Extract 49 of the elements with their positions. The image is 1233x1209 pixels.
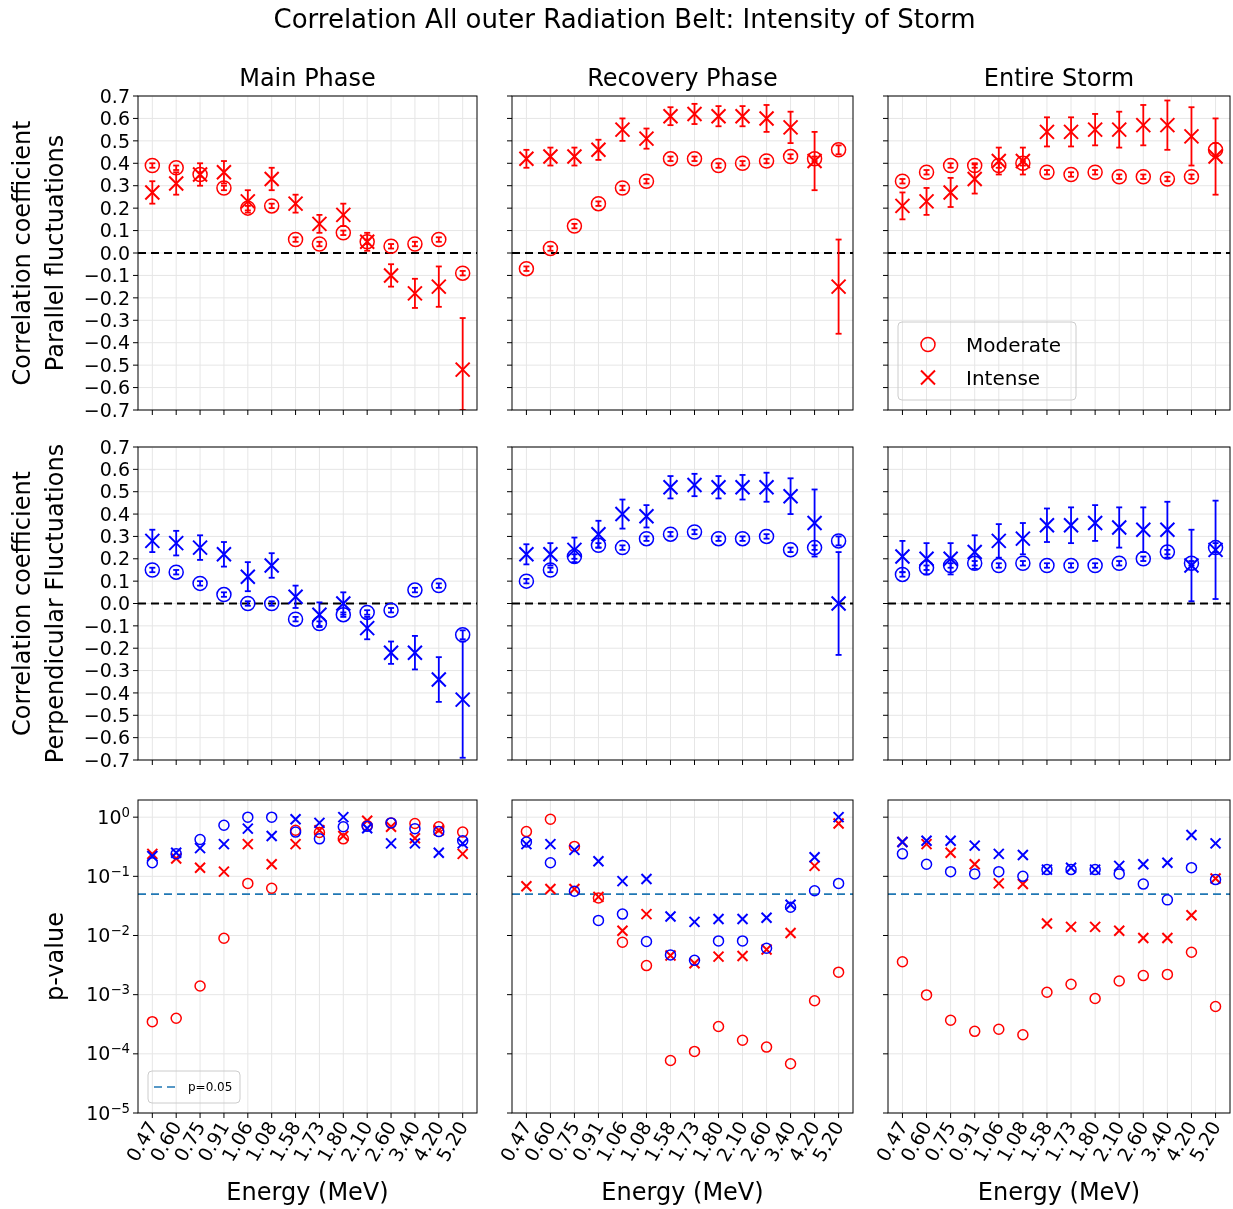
y-tick-label: −0.6 — [83, 726, 130, 749]
y-tick-label: −0.3 — [83, 659, 130, 682]
y-tick-label: 0.6 — [99, 458, 130, 481]
y-tick-label: −0.6 — [83, 376, 130, 399]
x-axis-title: Energy (MeV) — [601, 1178, 764, 1206]
legend-label: Intense — [966, 365, 1041, 390]
y-tick-label: 0.4 — [99, 151, 130, 174]
y-tick-label: 0.5 — [99, 480, 130, 503]
y-tick-label: −0.3 — [83, 308, 130, 331]
y-tick-label: −0.7 — [83, 398, 130, 421]
y-tick-label: −0.5 — [83, 353, 130, 376]
y-axis-title: p-value — [41, 912, 70, 1001]
legend-label: p=0.05 — [188, 1080, 233, 1095]
y-tick-label: 10$^{−1}$ — [86, 863, 130, 887]
legend-label: Moderate — [966, 332, 1062, 357]
y-tick-label: 10$^{−4}$ — [86, 1040, 130, 1065]
y-tick-label: 0.0 — [99, 241, 130, 264]
y-tick-label: −0.4 — [83, 681, 130, 704]
y-tick-label: −0.1 — [83, 614, 130, 637]
x-axis-title: Energy (MeV) — [977, 1178, 1141, 1206]
y-tick-label: 0.5 — [99, 129, 130, 152]
y-tick-label: 0.2 — [99, 196, 130, 219]
y-tick-label: 0.3 — [99, 174, 130, 197]
y-tick-label: 0.7 — [99, 84, 130, 107]
y-tick-label: 10$^{0}$ — [97, 804, 130, 828]
chart-title: Main Phase — [239, 64, 376, 92]
y-tick-label: −0.5 — [83, 703, 130, 726]
y-tick-label: 10$^{−3}$ — [86, 981, 130, 1006]
y-tick-label: 0.1 — [99, 219, 130, 242]
y-tick-label: 0.2 — [99, 547, 130, 570]
y-axis-title: Correlation coefficient Perpendicular Fluctuations — [8, 443, 70, 764]
y-tick-label: 0.6 — [99, 107, 130, 130]
chart-title: Entire Storm — [983, 64, 1135, 92]
y-tick-label: 0.4 — [99, 502, 130, 525]
y-tick-label: −0.1 — [83, 264, 130, 287]
y-tick-label: −0.2 — [83, 286, 130, 309]
chart-title: Recovery Phase — [587, 64, 778, 92]
y-tick-label: −0.4 — [83, 331, 130, 354]
y-tick-label: 10$^{−5}$ — [86, 1100, 130, 1124]
y-tick-label: −0.7 — [83, 748, 130, 771]
y-tick-label: 0.7 — [99, 435, 130, 458]
y-tick-label: 0.1 — [99, 569, 130, 592]
text: Correlation All outer Radiation Belt: Intensity of Storm — [273, 4, 976, 34]
y-tick-label: 0.3 — [99, 525, 130, 548]
x-axis-title: Energy (MeV) — [226, 1178, 389, 1206]
y-tick-label: 0.0 — [99, 592, 130, 615]
y-tick-label: −0.2 — [83, 636, 130, 659]
y-axis-title: Correlation coefficient Parallel fluctuations — [8, 120, 70, 386]
y-tick-label: 10$^{−2}$ — [86, 922, 130, 947]
